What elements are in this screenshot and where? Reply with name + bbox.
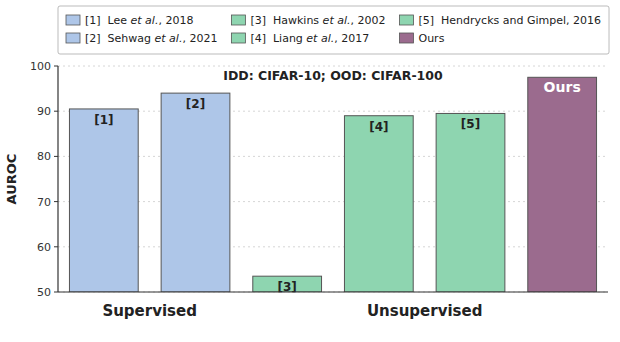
bar-label: Ours (544, 79, 581, 95)
legend-label: [5] Hendrycks and Gimpel, 2016 (418, 14, 601, 27)
tick-label: 90 (37, 105, 51, 118)
tick-label: 50 (37, 286, 51, 299)
legend-label: [3] Hawkins et al., 2002 (250, 14, 385, 27)
legend-swatch (66, 33, 80, 43)
legend-swatch (66, 15, 80, 25)
bars (69, 77, 596, 292)
bar (161, 93, 230, 292)
bar-label: [4] (369, 120, 388, 134)
legend-text-part: , 2002 (350, 14, 385, 27)
y-axis (57, 66, 58, 292)
bar (344, 116, 413, 292)
legend-item: [2] Sehwag et al., 2021 (66, 32, 217, 45)
grid-line (58, 201, 608, 202)
legend-swatch (231, 33, 245, 43)
grid-line (58, 292, 608, 293)
legend-text-part: [4] Liang (250, 32, 306, 45)
legend-item: [5] Hendrycks and Gimpel, 2016 (399, 14, 601, 27)
legend-text-part: Ours (418, 32, 444, 45)
bar-label: [5] (461, 117, 480, 131)
legend-swatch (399, 33, 413, 43)
x-axis (58, 291, 608, 292)
legend-text-part: , 2018 (158, 14, 193, 27)
legend-label: [1] Lee et al., 2018 (85, 14, 193, 27)
legend-label: Ours (418, 32, 444, 45)
legend-label: [2] Sehwag et al., 2021 (85, 32, 217, 45)
tick-label: 70 (37, 196, 51, 209)
legend-text-part: [1] Lee (85, 14, 131, 27)
legend-text-part: [2] Sehwag (85, 32, 155, 45)
legend-frame (58, 6, 609, 54)
group-label: Supervised (102, 302, 197, 320)
category-labels: [1][2][3][4][5]Ours (94, 79, 581, 294)
tick-label: 60 (37, 241, 51, 254)
legend-text-part: [3] Hawkins (250, 14, 322, 27)
legend-text-part: et al. (306, 32, 334, 45)
tick-label: 100 (30, 60, 51, 73)
bar (528, 77, 597, 292)
legend-text-part: [5] Hendrycks and Gimpel, 2016 (418, 14, 601, 27)
legend-item: [4] Liang et al., 2017 (231, 32, 369, 45)
legend-text-part: et al. (131, 14, 159, 27)
chart: 5060708090100[1][2][3][4][5]OursSupervis… (0, 0, 620, 342)
bar (436, 113, 505, 292)
legend-text-part: et al. (323, 14, 351, 27)
y-axis-label: AUROC (4, 154, 19, 205)
tick-label: 80 (37, 150, 51, 163)
bar (69, 109, 138, 292)
legend-text-part: et al. (155, 32, 183, 45)
legend-text-part: , 2017 (334, 32, 369, 45)
chart-container: 5060708090100[1][2][3][4][5]OursSupervis… (0, 0, 620, 342)
bar-label: [2] (186, 97, 205, 111)
grid-line (58, 66, 608, 67)
legend-swatch (399, 15, 413, 25)
legend: [1] Lee et al., 2018[2] Sehwag et al., 2… (58, 6, 609, 54)
group-label: Unsupervised (367, 302, 483, 320)
legend-text-part: , 2021 (182, 32, 217, 45)
legend-item: [3] Hawkins et al., 2002 (231, 14, 385, 27)
grid: 50 60 70 80 90 100 (30, 60, 608, 299)
grid-line (58, 246, 608, 247)
legend-item: [1] Lee et al., 2018 (66, 14, 193, 27)
bar-label: [1] (94, 113, 113, 127)
legend-item: Ours (399, 32, 444, 45)
grid-line (58, 156, 608, 157)
grid-line (58, 111, 608, 112)
legend-swatch (231, 15, 245, 25)
title: IDD: CIFAR-10; OOD: CIFAR-100 (223, 68, 443, 83)
legend-label: [4] Liang et al., 2017 (250, 32, 369, 45)
